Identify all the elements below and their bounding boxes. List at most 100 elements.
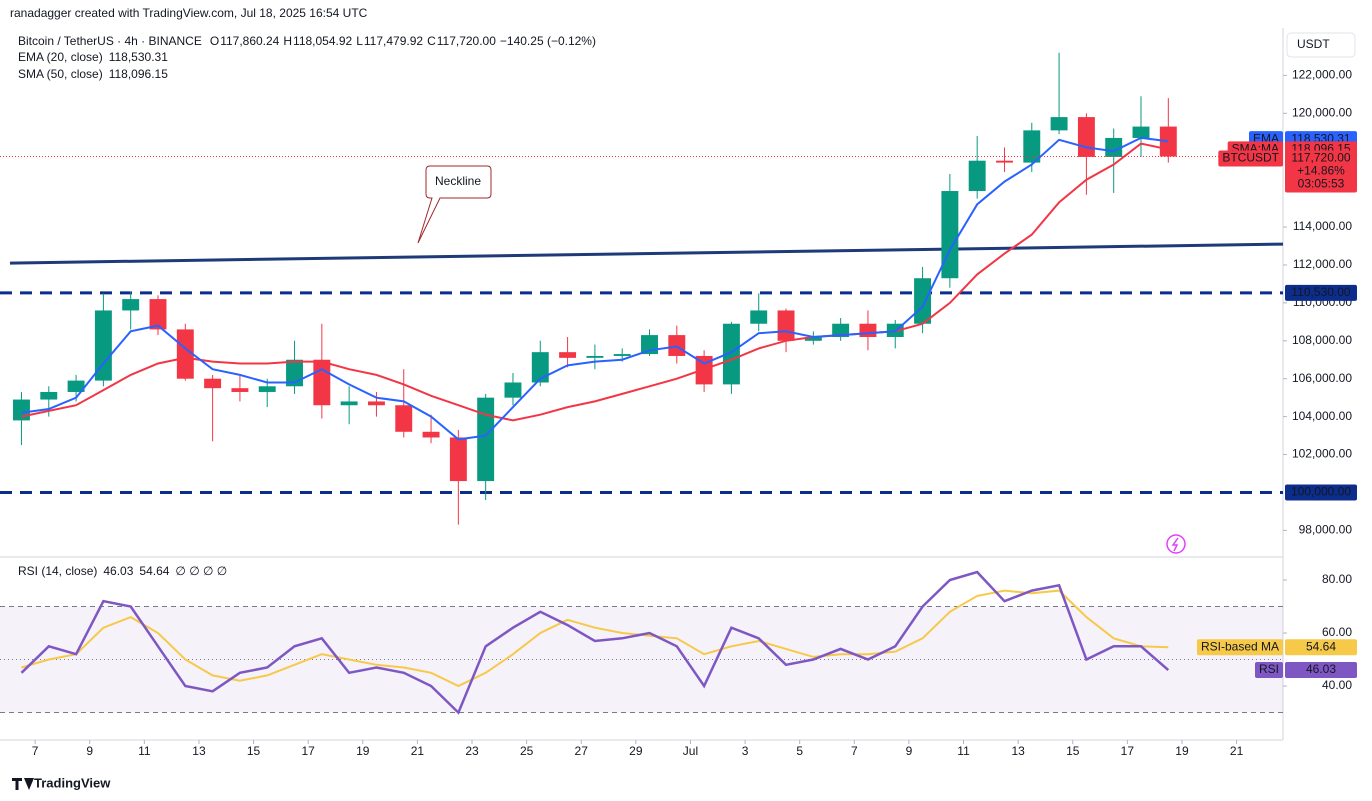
candle-body [204,378,222,389]
x-tick-label: 19 [356,744,370,758]
candle-body [504,382,522,398]
x-tick-label: 21 [1230,744,1244,758]
candle-body [996,160,1013,163]
y-tick-label: 122,000.00 [1292,68,1352,82]
candle-body [1132,126,1150,138]
legend-entry: RSI (14, close) [18,564,97,578]
price-tag-label: 46.03 [1306,662,1336,676]
legend-value: 118,530.31 [109,50,168,64]
candle-body [914,278,932,324]
y-tick-label: 60.00 [1322,625,1352,639]
unit-box [1286,32,1356,58]
lightning-icon [1166,534,1186,554]
candle-body [750,310,768,324]
callout [417,165,492,244]
legend-extra: ∅ ∅ ∅ ∅ [175,564,227,578]
legend-entry: SMA (50, close) [18,67,103,81]
candle-body [40,391,58,400]
ohlc-value: 117,860.24 [220,34,279,48]
candle-body [722,323,740,385]
legend-value: 46.03 [103,564,133,578]
price-tag [1285,639,1357,656]
candle-body [941,191,959,279]
candle-body [859,323,877,337]
candle-body [832,323,850,337]
ohlc-key: L [356,34,363,48]
indicator-line [21,589,1169,688]
x-tick-label: 7 [32,744,39,758]
candle-body [67,380,85,392]
tag-name-box [1254,662,1283,679]
indicator-line [21,136,1169,441]
x-tick-label: 13 [1011,744,1025,758]
legend-value: 54.64 [139,564,169,578]
y-tick-label: 98,000.00 [1299,523,1353,537]
candle-body [777,310,795,341]
ohlc-key: H [283,34,292,48]
axis-unit: USDT [1297,37,1330,51]
candle-body [258,386,276,392]
ohlc-key: O [210,34,219,48]
x-tick-label: 15 [247,744,261,758]
candle-body [422,431,440,438]
rsi-band-fill [0,606,1283,713]
x-tick-label: 15 [1066,744,1080,758]
y-tick-label: 40.00 [1322,678,1352,692]
candle-body [122,299,140,311]
candle-body [804,336,822,341]
symbol: Bitcoin / TetherUS · 4h · BINANCE [18,34,202,48]
level-tag [1285,484,1357,501]
legend-value: 118,096.15 [109,67,168,81]
y-tick-label: 112,000.00 [1293,257,1352,271]
x-tick-label: 11 [957,744,970,758]
candle-body [176,329,194,379]
candle-body [231,388,249,392]
tag-name-box [1196,639,1283,656]
x-tick-label: 11 [138,744,151,758]
indicator-line [20,570,1170,715]
price-tag-label: 117,720.00 [1291,151,1350,165]
y-tick-label: 106,000.00 [1292,371,1352,385]
x-tick-label: 7 [851,744,858,758]
candle-body [531,352,549,383]
candle-body [94,310,112,381]
tag-name-box [1218,150,1283,167]
price-tag [1285,150,1357,193]
candle-body [395,405,413,432]
ohlc-value: 117,720.00 [437,34,496,48]
x-tick-label: 5 [796,744,803,758]
candle-body [313,359,331,406]
candle-body [1050,117,1068,131]
candle-body [477,397,495,482]
y-tick-label: 102,000.00 [1292,447,1352,461]
candle-body [449,437,467,482]
y-tick-label: 80.00 [1322,572,1352,586]
price-tag [1285,662,1357,679]
x-tick-label: Jul [683,744,698,758]
candle-body [586,355,604,358]
indicator-line [21,142,1169,422]
x-tick-label: 9 [86,744,93,758]
x-tick-label: 27 [575,744,589,758]
ohlc-value: 118,054.92 [293,34,352,48]
candle-body [1077,117,1095,157]
x-tick-label: 23 [465,744,479,758]
candle-body [13,399,30,421]
level-tag-label: 110,530.00 [1291,285,1350,299]
ohlc-change: −140.25 (−0.12%) [500,34,596,48]
level-tag-label: 100,000.00 [1291,485,1351,499]
credit: ranadagger created with TradingView.com,… [10,6,368,20]
y-tick-label: 114,000.00 [1293,219,1352,233]
legend-entry: EMA (20, close) [18,50,103,64]
x-tick-label: 17 [1121,744,1135,758]
candle-body [340,401,358,406]
y-tick-label: 120,000.00 [1292,105,1352,119]
tag-name: RSI-based MA [1201,639,1279,653]
candle-body [367,401,385,406]
callout-label: Neckline [435,174,481,188]
candle-body [1159,126,1177,157]
x-tick-label: 25 [520,744,534,758]
candle-body [1105,137,1123,157]
x-tick-label: 17 [302,744,316,758]
